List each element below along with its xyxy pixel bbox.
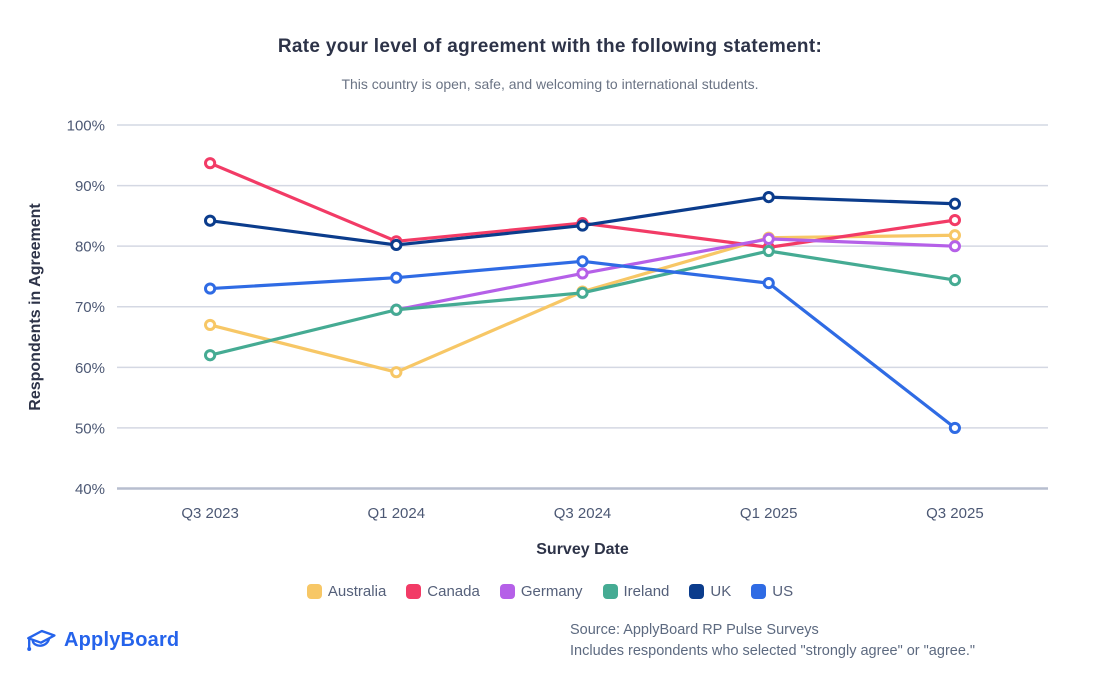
data-point (390, 303, 403, 316)
data-point (948, 214, 962, 227)
data-point (390, 238, 403, 252)
data-point (762, 232, 775, 245)
y-axis-title: Respondents in Agreement (27, 203, 44, 411)
data-point (762, 190, 775, 204)
applyboard-logo: ApplyBoard (22, 624, 179, 656)
legend-label: UK (710, 583, 732, 600)
chart-title: Rate your level of agreement with the fo… (277, 36, 823, 57)
data-point (204, 349, 217, 362)
y-tick-label: 70% (75, 299, 105, 316)
legend-item-canada: Canada (406, 583, 480, 600)
data-point (576, 286, 589, 299)
legend-item-us: US (751, 583, 793, 600)
legend-swatch (689, 584, 705, 599)
data-point (204, 214, 217, 227)
y-tick-label: 100% (67, 118, 105, 135)
series-ireland (204, 244, 962, 362)
data-point (576, 219, 589, 232)
legend-label: Australia (327, 583, 387, 600)
chart-subtitle: This country is open, safe, and welcomin… (341, 76, 759, 92)
data-point (762, 277, 775, 290)
data-point (204, 157, 217, 170)
legend-item-australia: Australia (306, 583, 387, 600)
y-tick-label: 80% (75, 239, 105, 256)
data-point (948, 240, 962, 253)
legend-label: Ireland (623, 583, 670, 600)
x-tick-label: Q1 2025 (740, 505, 798, 522)
legend-swatch (406, 584, 422, 599)
data-point (204, 282, 217, 295)
data-point (390, 366, 403, 379)
x-tick-label: Q3 2023 (181, 505, 239, 522)
legend-item-germany: Germany (499, 583, 583, 600)
legend-swatch (306, 584, 322, 599)
x-axis-ticks: Q3 2023 Q1 2024 Q3 2024 Q1 2025 Q3 2025 (181, 505, 983, 522)
line-chart: 100%90%80%70%60%50%40%Q3 2023 Q1 2024 Q3 2… (27, 118, 1048, 558)
x-tick-label: Q1 2024 (368, 505, 426, 522)
legend-swatch (751, 584, 767, 599)
data-point (948, 421, 962, 435)
x-tick-label: Q3 2024 (554, 505, 612, 522)
x-tick-label: Q3 2025 (926, 505, 984, 522)
y-tick-label: 60% (75, 360, 105, 377)
source-note: Source: ApplyBoard RP Pulse Surveys Incl… (570, 620, 975, 662)
data-point (576, 267, 589, 280)
x-axis-title: Survey Date (536, 541, 629, 558)
data-point (390, 271, 403, 284)
data-point (204, 318, 217, 332)
legend-label: Canada (427, 583, 480, 600)
y-tick-label: 90% (75, 178, 105, 195)
legend-item-uk: UK (689, 583, 731, 600)
data-point (762, 244, 775, 258)
gridlines: 100% 90% 80% 70% 60% 50% 40% (67, 118, 1048, 498)
source-line-1: Source: ApplyBoard RP Pulse Surveys (570, 622, 819, 638)
legend-label: US (772, 583, 794, 600)
data-point (948, 273, 962, 287)
legend-swatch (602, 584, 618, 599)
y-tick-label: 50% (75, 420, 105, 437)
source-line-2: Includes respondents who selected "stron… (570, 643, 976, 660)
series-us (204, 255, 962, 435)
legend-item-ireland: Ireland (602, 583, 670, 600)
graduation-cap-icon (27, 629, 56, 651)
legend-label: Germany (520, 583, 583, 600)
legend-swatch (499, 584, 515, 599)
chart-legend: Australia Canada Germany Ireland UK US (0, 583, 1100, 600)
y-tick-label: 40% (75, 481, 105, 498)
logo-text: ApplyBoard (64, 628, 180, 651)
data-point (948, 197, 962, 210)
series-australia (204, 229, 962, 379)
data-point (948, 229, 962, 242)
series-line (394, 237, 957, 312)
data-point (576, 255, 589, 268)
series-uk (204, 190, 962, 252)
